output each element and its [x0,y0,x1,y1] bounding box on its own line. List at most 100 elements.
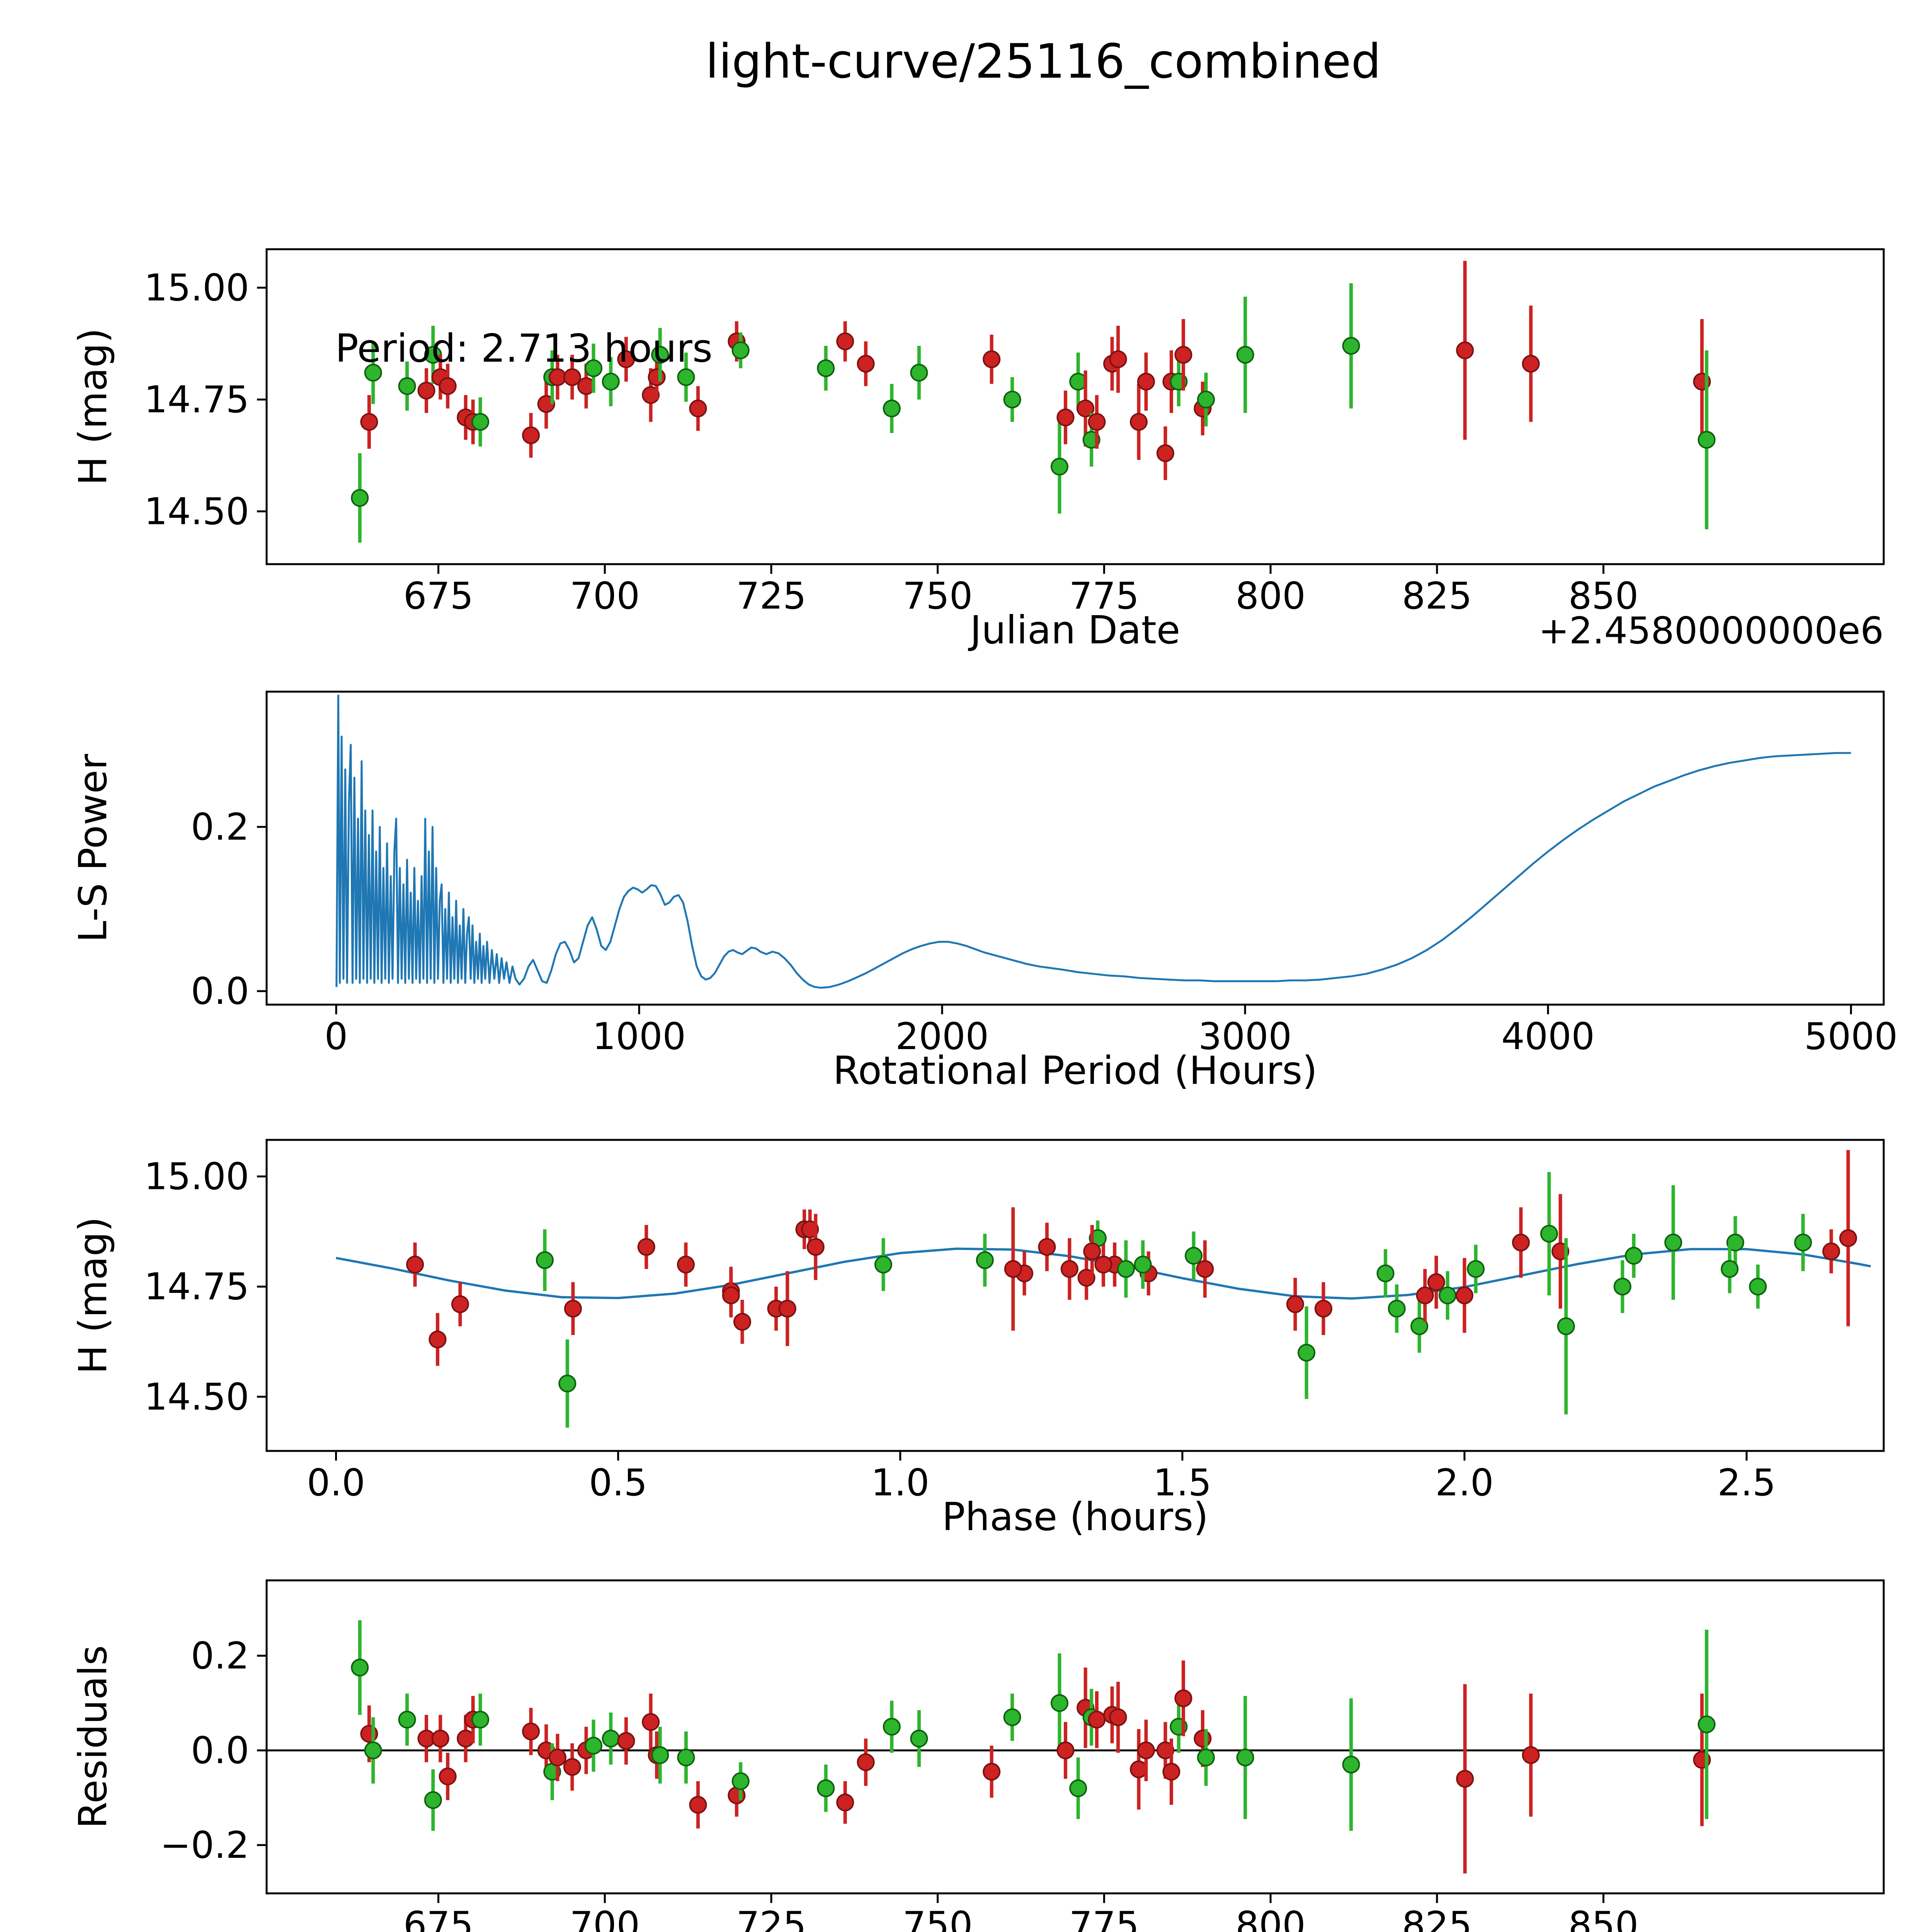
plot-area-3 [267,1620,1884,1874]
data-point-green [976,1251,994,1269]
data-point-red [617,350,635,368]
x-tick-label: 0 [325,1015,348,1058]
data-point-red [431,1730,449,1748]
data-point-red [1456,1770,1474,1788]
data-point-green [883,400,901,418]
data-point-red [1156,1742,1174,1760]
data-point-green [677,1748,695,1767]
data-point-red [677,1255,695,1274]
data-point-red [1109,350,1127,368]
data-point-red [857,355,875,373]
data-point-green [731,341,750,359]
data-point-red [1174,346,1192,364]
data-point-green [584,359,602,377]
data-point-green [1439,1286,1457,1304]
data-point-red [548,368,566,386]
data-point-green [1388,1299,1406,1318]
data-point-green [1540,1225,1558,1243]
x-tick-label: 725 [736,575,806,617]
x-tick-label: 1000 [592,1015,686,1058]
data-point-green [1069,1779,1087,1798]
x-tick-label: 775 [1069,575,1139,617]
x-tick-label: 700 [570,1904,640,1932]
data-point-green [1613,1277,1631,1296]
data-point-green [910,364,928,382]
data-point-green [398,377,416,395]
data-point-red [1174,1689,1192,1708]
data-point-red [1088,1711,1106,1729]
x-tick-label: 3000 [1198,1015,1292,1058]
y-tick-label: 0.2 [191,806,249,849]
data-point-red [836,1793,854,1811]
x-tick-label: 800 [1236,1904,1306,1932]
data-point-red [1004,1260,1022,1278]
data-point-red [439,1767,457,1786]
axes-spines [265,690,1885,1006]
data-point-red [1094,1255,1112,1274]
y-tick-label: 0.0 [191,970,249,1013]
data-point-green [1342,337,1360,355]
plot-area-1 [335,694,1851,989]
y-axis-label: H (mag) [70,1217,116,1374]
data-point-red [722,1286,740,1304]
data-point-red [806,1238,825,1256]
data-point-green [1625,1247,1643,1265]
axis-offset-label: +2.4580000000e6 [1538,610,1884,652]
x-tick-label: 700 [570,575,640,617]
data-point-green [1721,1260,1739,1278]
data-point-red [537,395,555,413]
data-point-green [1342,1755,1360,1774]
x-tick-label: 0.0 [307,1462,365,1504]
data-point-red [778,1299,796,1318]
axes-spines [265,1579,1885,1895]
x-tick-label: 2.0 [1435,1462,1494,1504]
data-point-red [617,1732,635,1750]
data-point-green [1051,1694,1069,1712]
data-point-red [548,1748,566,1767]
y-tick-label: 14.75 [144,379,249,421]
period-annotation: Period: 2.713 hours [335,326,713,371]
data-point-red [1456,341,1474,359]
plot-area-0 [351,261,1716,543]
data-point-green [1467,1260,1485,1278]
y-tick-label: 15.00 [144,1156,249,1198]
data-point-red [1416,1286,1434,1304]
data-point-red [1822,1242,1840,1260]
data-point-red [689,1796,707,1814]
data-point-red [522,426,540,444]
x-tick-label: 850 [1568,1904,1638,1932]
data-point-green [1134,1255,1152,1274]
data-point-red [1056,1742,1075,1760]
data-point-green [536,1251,554,1269]
axes-spines [265,1139,1885,1452]
data-point-green [351,1658,369,1677]
data-point-green [1003,390,1021,408]
figure-title: light-curve/25116_combined [705,34,1381,89]
x-tick-label: 5000 [1804,1015,1898,1058]
data-point-green [1664,1233,1682,1252]
data-point-red [417,381,435,400]
data-point-green [1185,1247,1203,1265]
x-tick-label: 825 [1402,575,1472,617]
x-tick-label: 825 [1402,1904,1472,1932]
data-point-red [522,1723,540,1741]
data-point-red [983,350,1001,368]
x-axis-label: Phase (hours) [942,1494,1209,1539]
data-point-red [857,1753,875,1771]
data-point-red [451,1295,469,1313]
data-point-green [731,1772,750,1790]
panel-0: 675 700 725 750 775 800 825 850 15.00 14.75 14.50 J… [70,248,1885,653]
data-point-green [817,1779,835,1798]
data-point-green [874,1255,893,1274]
y-axis-label: L-S Power [70,753,116,942]
data-point-green [1236,346,1254,364]
x-axis-label: Julian Date [968,607,1180,653]
x-tick-label: 2000 [895,1015,989,1058]
data-point-green [558,1374,577,1393]
data-point-green [1410,1317,1429,1335]
data-point-green [1794,1233,1812,1252]
data-point-green [584,1736,602,1755]
data-point-green [364,364,382,382]
data-point-green [602,372,620,391]
